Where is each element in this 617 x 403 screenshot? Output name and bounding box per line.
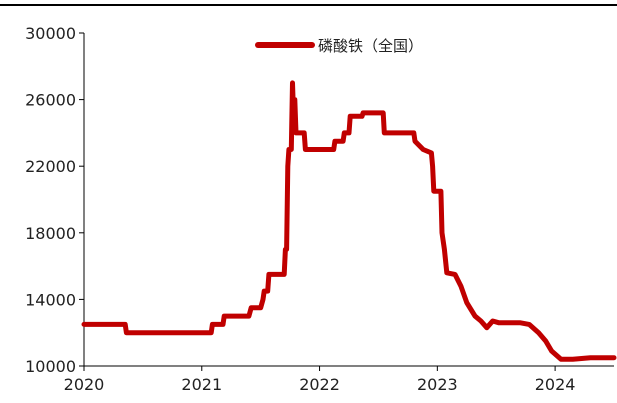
series-layer xyxy=(81,80,617,362)
x-tick-label: 2020 xyxy=(64,375,105,394)
legend: 磷酸铁（全国） xyxy=(255,37,423,55)
series-line xyxy=(81,80,617,362)
legend-label: 磷酸铁（全国） xyxy=(318,37,423,55)
y-tick-label: 22000 xyxy=(25,157,76,176)
x-axis-ticks: 2020 2021 2022 2023 2024 xyxy=(64,366,576,394)
x-tick-label: 2023 xyxy=(417,375,458,394)
y-tick-label: 18000 xyxy=(25,224,76,243)
y-tick-label: 14000 xyxy=(25,290,76,309)
y-axis-ticks: 10000 14000 18000 22000 26000 30000 xyxy=(25,24,84,376)
y-tick-label: 30000 xyxy=(25,24,76,43)
y-tick-label: 10000 xyxy=(25,357,76,376)
y-tick-label: 26000 xyxy=(25,91,76,110)
x-tick-label: 2022 xyxy=(299,375,340,394)
x-tick-label: 2024 xyxy=(535,375,576,394)
x-tick-label: 2021 xyxy=(181,375,222,394)
